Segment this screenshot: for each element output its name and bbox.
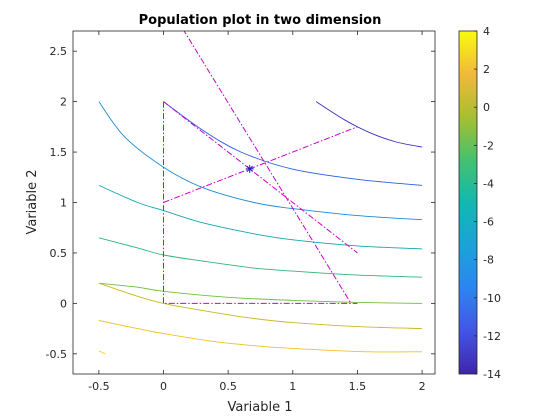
y-axis-label: Variable 2 — [25, 169, 40, 234]
colorbar-tick-label: -2 — [483, 139, 494, 152]
colorbar-tick-label: 0 — [483, 101, 490, 114]
contour-line — [98, 237, 423, 278]
colorbar-tick-label: -6 — [483, 216, 494, 229]
colorbar-tick-label: -10 — [483, 292, 501, 305]
y-tick-label: 0.5 — [50, 247, 68, 260]
constraint-line — [163, 101, 358, 304]
y-tick-label: 2.5 — [50, 45, 68, 58]
colorbar-tick-label: -14 — [483, 368, 501, 381]
y-tick-label: 1 — [60, 197, 67, 210]
y-axis: -0.5 0 0.5 1 1.5 2 2.5 — [46, 45, 435, 361]
colorbar-tick-label: -12 — [483, 330, 501, 343]
colorbar-axis: -14 -12 -10 -8 -6 -4 -2 0 2 4 — [474, 25, 501, 381]
colorbar-tick-label: -8 — [483, 254, 494, 267]
constraint-line — [183, 31, 352, 304]
x-tick-label: 2 — [419, 380, 426, 393]
chart-title: Population plot in two dimension — [139, 13, 382, 28]
contour-line — [163, 101, 423, 186]
y-tick-label: 0 — [60, 297, 67, 310]
constraint-line — [163, 101, 358, 254]
contour-lines — [98, 101, 423, 355]
contour-line — [98, 320, 423, 353]
x-tick-label: 0 — [160, 380, 167, 393]
optimum-markers — [245, 164, 254, 173]
colorbar — [458, 30, 478, 375]
colorbar-tick-label: -4 — [483, 177, 494, 190]
contour-line — [98, 350, 106, 355]
constraint-lines — [163, 31, 358, 304]
contour-line — [98, 282, 423, 304]
x-tick-label: 0.5 — [219, 380, 237, 393]
colorbar-tick-label: 4 — [483, 25, 490, 38]
contour-line — [98, 101, 423, 221]
optimum-point-marker — [245, 164, 254, 173]
x-tick-label: -0.5 — [88, 380, 109, 393]
y-tick-label: 2 — [60, 96, 67, 109]
x-axis-label: Variable 1 — [227, 400, 292, 415]
x-tick-label: 1 — [289, 380, 296, 393]
contour-line — [98, 282, 423, 330]
y-tick-label: 1.5 — [50, 146, 68, 159]
contour-line — [315, 101, 423, 148]
x-tick-label: 1.5 — [349, 380, 367, 393]
x-axis: -0.5 0 0.5 1 1.5 2 — [88, 31, 426, 393]
colorbar-tick-label: 2 — [483, 63, 490, 76]
y-tick-label: -0.5 — [46, 348, 67, 361]
constraint-line — [163, 126, 358, 203]
contour-line — [98, 184, 423, 250]
